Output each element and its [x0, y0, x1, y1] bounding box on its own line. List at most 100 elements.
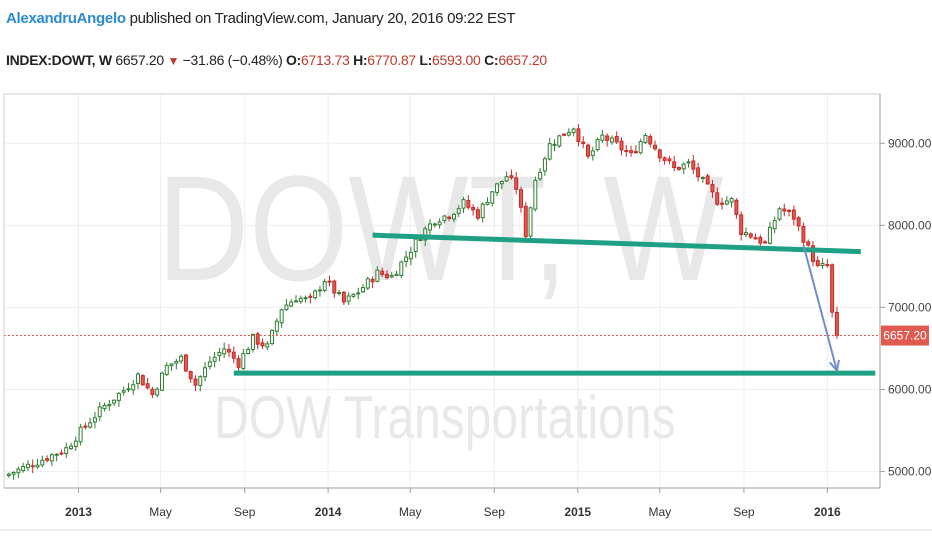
candle-up: [571, 128, 576, 134]
candle-up: [432, 223, 437, 226]
candle-up: [313, 290, 318, 299]
y-tick-label: 8000.00: [888, 218, 932, 232]
candle-down: [672, 161, 677, 168]
candle-down: [523, 205, 528, 238]
watermark-symbol: DOWT, W: [157, 145, 723, 312]
candle-up: [217, 351, 222, 357]
candle-down: [370, 278, 375, 283]
candle-down: [308, 295, 313, 298]
candle-up: [528, 207, 533, 237]
candle-up: [88, 422, 93, 428]
open-value: 6713.73: [300, 52, 350, 68]
candle-up: [294, 300, 298, 303]
candle-down: [691, 160, 696, 170]
candle-down: [614, 136, 619, 143]
x-tick-label: May: [149, 505, 172, 519]
x-tick-label: 2016: [814, 505, 841, 519]
candle-down: [619, 140, 624, 151]
candle-up: [413, 238, 418, 253]
down-triangle-icon: ▼: [167, 54, 180, 68]
candle-down: [734, 199, 739, 215]
candle-up: [638, 141, 643, 154]
candle-up: [365, 278, 370, 289]
candle-down: [509, 175, 514, 179]
candle-up: [557, 135, 562, 147]
candle-up: [241, 353, 246, 369]
x-tick-label: 2014: [315, 505, 342, 519]
candle-down: [739, 214, 744, 236]
candle-up: [700, 177, 705, 180]
candle-up: [212, 356, 217, 362]
x-tick-label: 2013: [65, 505, 92, 519]
candle-up: [222, 348, 227, 355]
publisher-name[interactable]: AlexandruAngelo: [6, 10, 126, 27]
candle-up: [533, 179, 538, 210]
candle-up: [322, 281, 327, 291]
candle-up: [6, 473, 11, 476]
candle-up: [116, 392, 121, 401]
candle-up: [11, 472, 16, 475]
resistance-trendline: [372, 232, 861, 255]
candle-up: [97, 406, 102, 418]
candle-down: [825, 264, 830, 267]
candle-up: [246, 349, 251, 354]
candle-down: [657, 149, 662, 159]
candle-down: [514, 177, 519, 190]
candle-up: [461, 199, 466, 209]
candle-down: [145, 383, 150, 389]
candle-down: [59, 452, 64, 455]
drawings[interactable]: 6657.20: [4, 232, 929, 376]
price-chart[interactable]: DOWT, W DOW Transportations 6657.20 9000…: [0, 90, 932, 550]
watermark-name: DOW Transportations: [214, 384, 675, 451]
candle-up: [78, 426, 83, 443]
x-tick-label: May: [399, 505, 422, 519]
candle-down: [576, 128, 581, 142]
y-tick-label: 5000.00: [888, 465, 932, 479]
symbol-legend: INDEX:DOWT, W 6657.20 ▼ −31.86 (−0.48%) …: [6, 52, 547, 68]
candle-down: [787, 209, 792, 212]
candle-up: [437, 221, 442, 226]
candle-up: [155, 388, 160, 396]
arrowhead-icon: [828, 359, 840, 373]
candle-down: [255, 333, 260, 345]
low-value: 6593.00: [432, 52, 481, 68]
candle-down: [188, 371, 193, 380]
candle-up: [284, 304, 289, 311]
candle-down: [633, 151, 638, 154]
candle-up: [279, 309, 284, 324]
candle-up: [600, 134, 605, 141]
candle-down: [586, 144, 590, 157]
candle-up: [480, 203, 485, 219]
candle-down: [662, 157, 667, 161]
candle-up: [265, 343, 270, 348]
candle-up: [25, 463, 30, 469]
candle-up: [64, 447, 69, 454]
candle-up: [317, 289, 322, 292]
candle-down: [705, 175, 710, 185]
high-label: H:: [353, 52, 368, 68]
high-value: 6770.87: [367, 52, 416, 68]
candle-down: [830, 264, 835, 313]
candle-up: [542, 158, 547, 172]
publish-line: AlexandruAngelo published on TradingView…: [6, 10, 516, 27]
candle-up: [767, 226, 772, 244]
candle-down: [466, 199, 471, 208]
candle-up: [404, 256, 409, 262]
candle-up: [394, 273, 399, 276]
candle-down: [720, 202, 725, 205]
candle-down: [629, 150, 634, 154]
candle-down: [653, 144, 658, 150]
candle-down: [226, 348, 231, 353]
candle-up: [456, 208, 461, 214]
candle-up: [159, 372, 164, 391]
candle-up: [820, 263, 825, 267]
candle-up: [442, 215, 447, 221]
candle-up: [643, 134, 648, 143]
projection-arrow-line: [802, 244, 838, 371]
candle-up: [49, 454, 54, 462]
y-tick-label: 9000.00: [888, 136, 932, 150]
candle-down: [140, 375, 145, 386]
price-change: −31.86 (−0.48%): [182, 52, 283, 68]
y-tick-label: 7000.00: [888, 300, 932, 314]
candle-up: [566, 132, 571, 136]
